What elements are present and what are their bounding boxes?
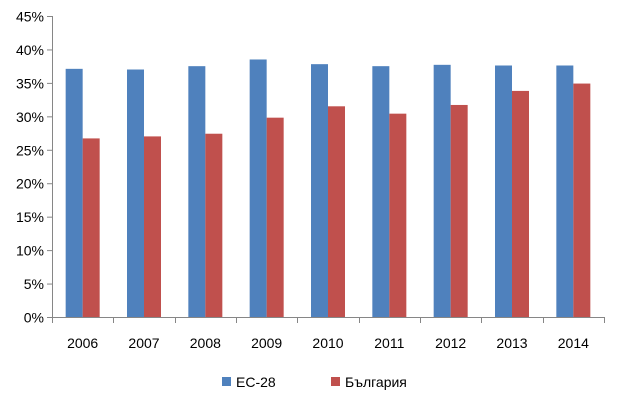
x-axis-tick-labels: 2006 2007 2008 2009 2010 2011 2012 2013 2014: [67, 335, 589, 351]
bar-bulgaria-2012: [450, 104, 468, 317]
bar-eu28-2009: [249, 59, 267, 317]
bar-bulgaria-2013: [512, 90, 529, 317]
bar-bulgaria-2011: [389, 113, 407, 317]
bar-bulgaria-2007: [144, 136, 161, 317]
bar-eu28-2014: [556, 65, 574, 318]
bar-bulgaria-2006: [82, 138, 100, 317]
bar-eu28-2008: [188, 66, 206, 318]
y-tick-label: 25%: [16, 142, 44, 158]
bar-eu28-2011: [372, 66, 390, 318]
y-tick-label: 5%: [24, 276, 44, 292]
bar-bulgaria-2009: [266, 117, 284, 317]
y-tick-label: 30%: [16, 109, 44, 125]
bar-bulgaria-2014: [573, 83, 591, 318]
x-tick-label: 2014: [558, 335, 589, 351]
y-axis-tick-labels: 0% 5% 10% 15% 20% 25% 30% 35% 40% 45%: [16, 9, 44, 326]
legend-swatch: [331, 377, 340, 386]
chart-bars: [65, 59, 591, 318]
x-tick-label: 2006: [67, 335, 98, 351]
y-tick-label: 40%: [16, 42, 44, 58]
bar-eu28-2012: [433, 64, 451, 317]
x-tick-label: 2013: [496, 335, 527, 351]
bar-eu28-2007: [127, 69, 144, 317]
x-tick-label: 2010: [312, 335, 343, 351]
bar-bulgaria-2008: [205, 133, 223, 317]
y-tick-label: 15%: [16, 209, 44, 225]
y-tick-label: 10%: [16, 243, 44, 259]
legend-label: ЕС-28: [236, 374, 276, 390]
y-tick-label: 35%: [16, 75, 44, 91]
bar-eu28-2013: [495, 65, 512, 318]
legend-swatch: [222, 377, 231, 386]
x-tick-label: 2007: [128, 335, 159, 351]
y-tick-label: 0%: [24, 310, 44, 326]
x-tick-label: 2012: [435, 335, 466, 351]
legend: ЕС-28 България: [222, 374, 407, 390]
bar-eu28-2010: [311, 64, 328, 317]
axis-ticks: [47, 16, 605, 323]
x-tick-label: 2008: [190, 335, 221, 351]
bar-bulgaria-2010: [328, 106, 345, 317]
x-tick-label: 2011: [374, 335, 404, 351]
legend-label: България: [345, 374, 407, 390]
bar-eu28-2006: [65, 68, 83, 317]
y-tick-label: 20%: [16, 176, 44, 192]
x-tick-label: 2009: [251, 335, 282, 351]
y-tick-label: 45%: [16, 9, 44, 25]
